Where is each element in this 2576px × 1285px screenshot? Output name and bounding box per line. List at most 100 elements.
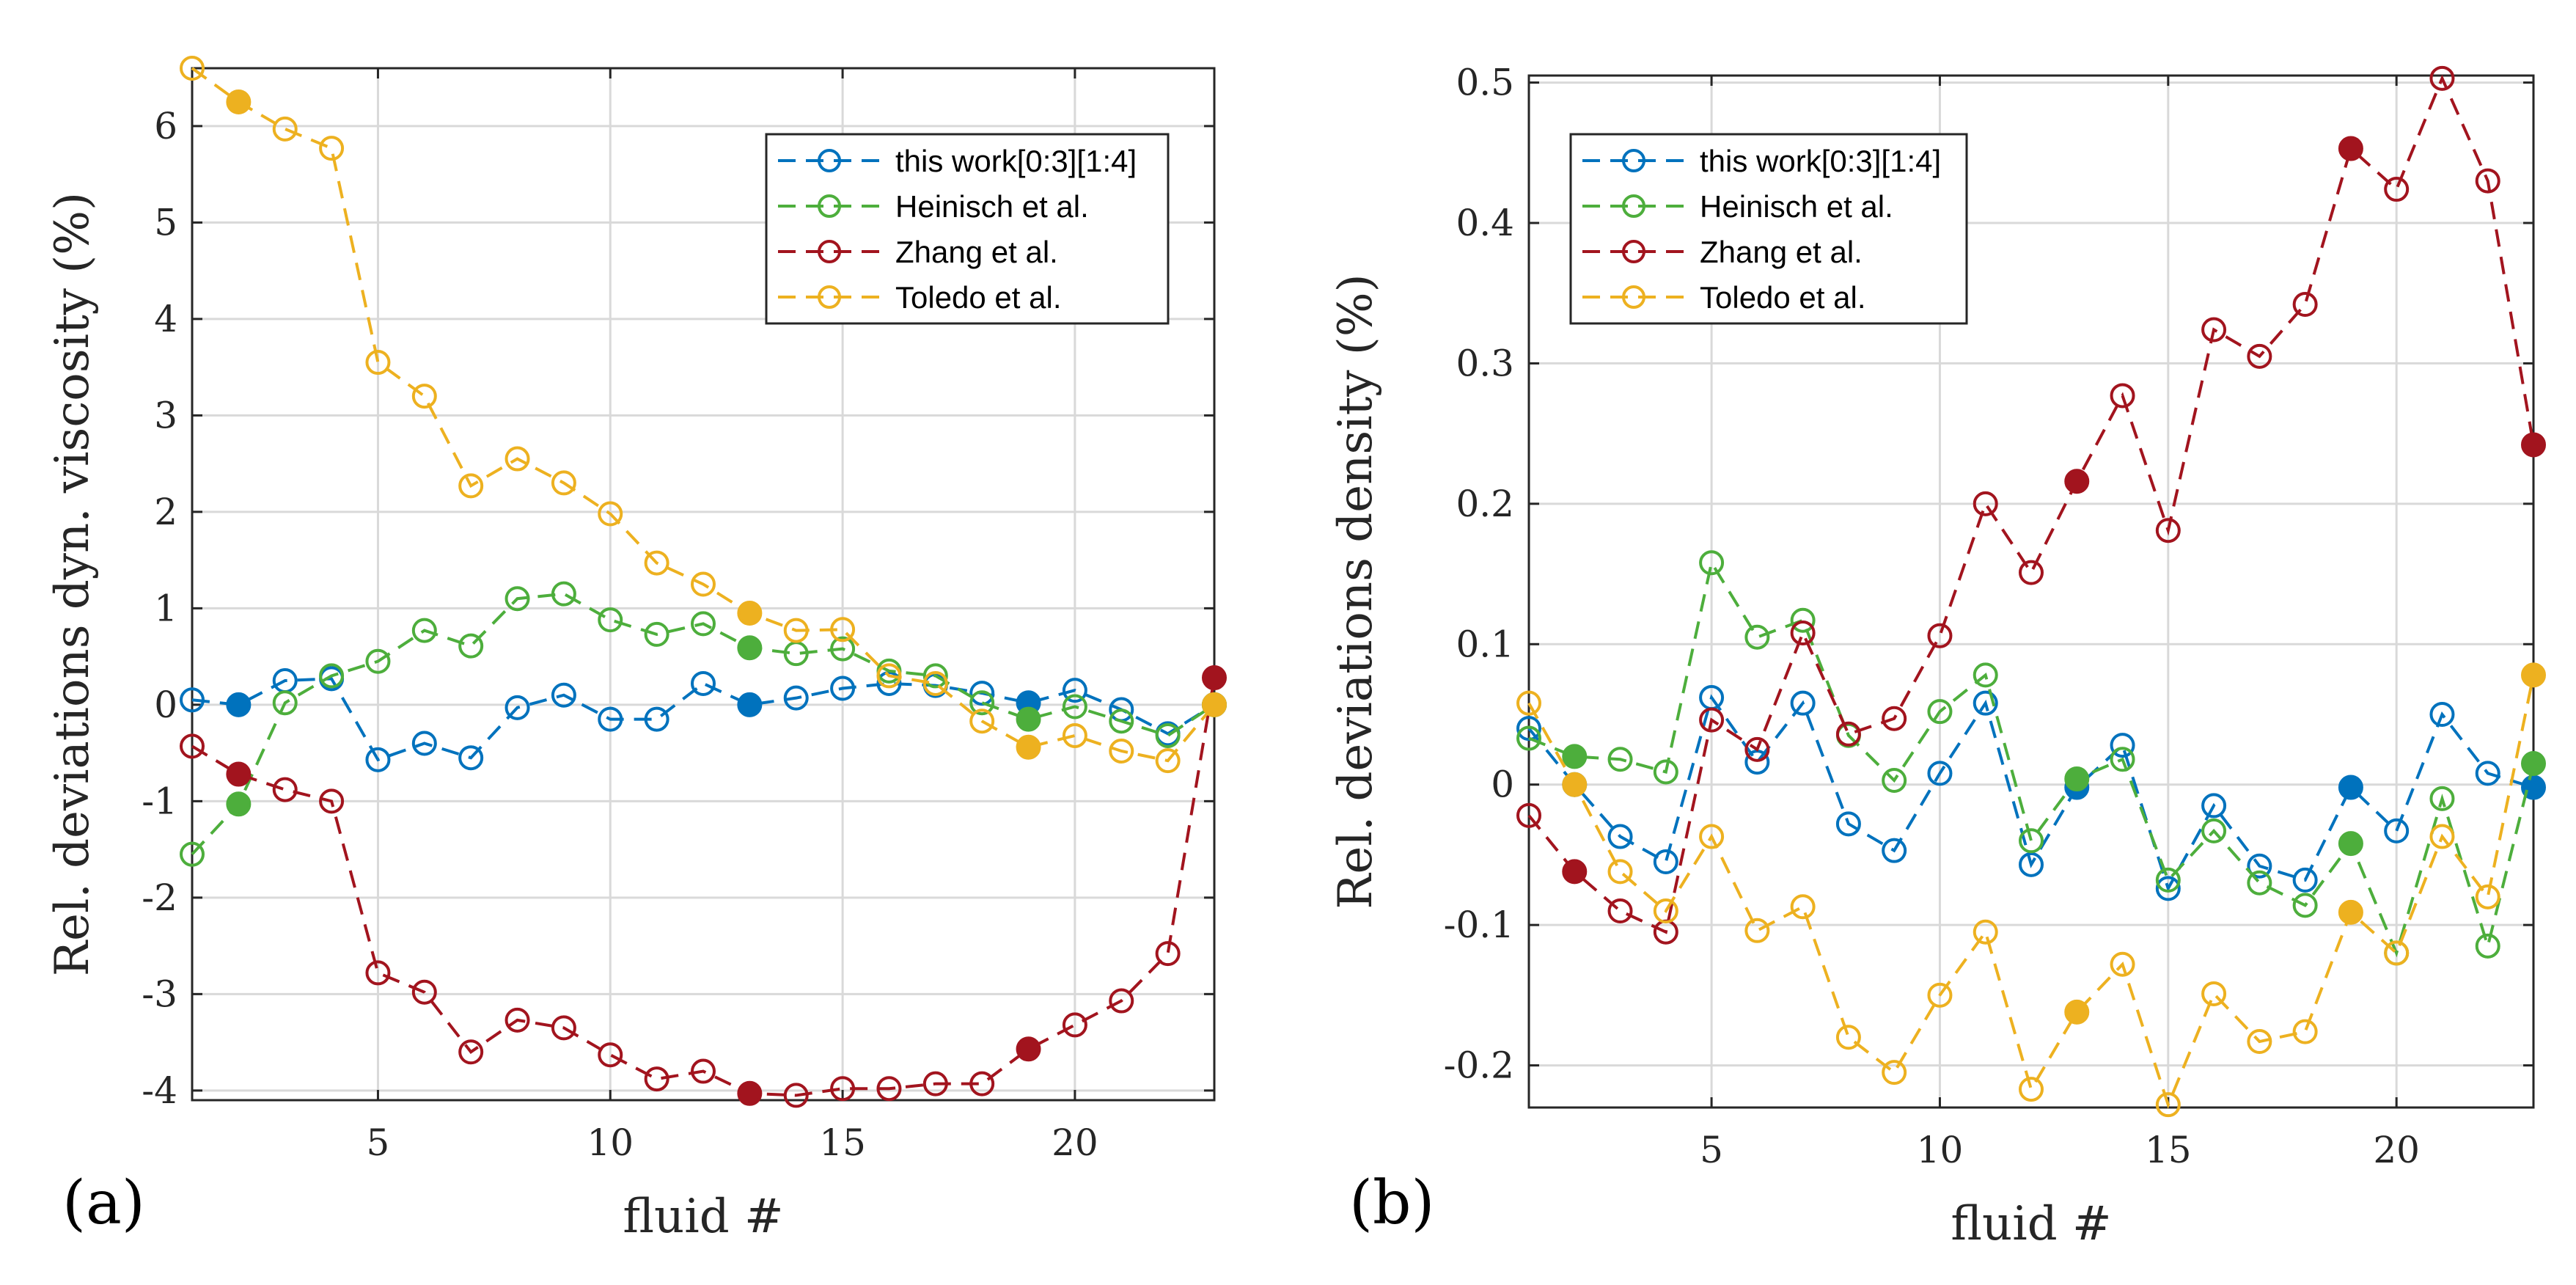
- y-tick-label: -4: [142, 1069, 177, 1112]
- data-point-this_work: [180, 687, 205, 713]
- legend-marker-zhang: [1622, 240, 1645, 263]
- y-tick-label: 1: [154, 587, 177, 629]
- data-point-this_work: [551, 682, 576, 708]
- data-point-this_work: [783, 685, 809, 711]
- y-tick-label: 6: [154, 105, 177, 147]
- legend-entry: this work[0:3][1:4]: [778, 144, 1137, 178]
- x-tick-label: 10: [1917, 1129, 1964, 1171]
- data-point-heinisch: [272, 690, 298, 716]
- data-point-zhang: [458, 1039, 484, 1065]
- data-point-toledo: [458, 473, 484, 499]
- data-point-zhang: [1927, 623, 1953, 648]
- data-point-heinisch: [458, 633, 484, 659]
- data-point-toledo: [551, 470, 576, 496]
- y-tick-label: -0.2: [1444, 1044, 1514, 1087]
- data-point-toledo: [180, 56, 205, 81]
- data-point-toledo: [365, 350, 391, 376]
- data-point-toledo: [830, 617, 856, 642]
- axes-box: [1527, 74, 2535, 1109]
- data-point-toledo: [1202, 692, 1227, 717]
- data-point-zhang: [1790, 620, 1816, 645]
- data-point-zhang: [598, 1042, 623, 1068]
- series-line-toledo: [1527, 674, 2535, 1109]
- legend-label: Zhang et al.: [1700, 235, 1863, 269]
- data-point-toledo: [272, 116, 298, 142]
- legend-label: Heinisch et al.: [895, 189, 1089, 224]
- data-point-heinisch: [504, 586, 530, 612]
- data-point-this_work: [226, 692, 252, 717]
- data-point-zhang: [2064, 469, 2090, 494]
- data-point-this_work: [2019, 852, 2044, 877]
- data-point-heinisch: [598, 607, 623, 633]
- data-point-zhang: [1202, 665, 1227, 691]
- data-point-zhang: [2475, 168, 2500, 194]
- legend: this work[0:3][1:4] Heinisch et al. Zhang …: [765, 133, 1170, 325]
- data-point-zhang: [1607, 898, 1633, 923]
- data-point-this_work: [1699, 685, 1725, 711]
- x-tick-label: 15: [819, 1121, 866, 1164]
- data-point-heinisch: [226, 791, 252, 817]
- chart-panel-a: 5 10 15 20 -4 -3 -2 -1 0 1 2 3 4 5 6 fluid # Rel. deviat…: [45, 56, 1227, 1244]
- data-point-heinisch: [1062, 694, 1087, 720]
- data-point-zhang: [691, 1058, 716, 1084]
- y-tick-label: 2: [154, 491, 177, 533]
- data-point-zhang: [2155, 518, 2181, 543]
- y-tick-label: 3: [154, 394, 177, 436]
- data-point-heinisch: [2110, 747, 2135, 772]
- data-point-heinisch: [737, 635, 763, 661]
- data-point-heinisch: [2292, 893, 2318, 918]
- data-point-this_work: [2521, 775, 2546, 800]
- data-point-zhang: [783, 1083, 809, 1108]
- data-point-zhang: [1699, 707, 1725, 733]
- data-point-this_work: [2110, 733, 2135, 758]
- legend-entry: Heinisch et al.: [778, 189, 1089, 224]
- legend-entry: Zhang et al.: [778, 235, 1058, 269]
- data-point-this_work: [2155, 876, 2181, 901]
- data-point-zhang: [2019, 560, 2044, 585]
- data-point-zhang: [737, 1080, 763, 1106]
- legend-entry: Toledo et al.: [1582, 280, 1866, 315]
- data-point-this_work: [644, 706, 669, 732]
- y-tick-label: 0.2: [1456, 483, 1514, 525]
- series-toledo: [180, 56, 1227, 774]
- data-point-heinisch: [2247, 870, 2272, 896]
- data-point-heinisch: [2338, 831, 2363, 857]
- data-point-zhang: [1109, 988, 1134, 1014]
- legend-label: this work[0:3][1:4]: [1700, 144, 1941, 178]
- data-point-this_work: [365, 747, 391, 772]
- data-point-zhang: [504, 1007, 530, 1033]
- legend-box: [1569, 133, 1968, 325]
- y-tick-label: 0.5: [1456, 62, 1514, 104]
- data-point-this_work: [1882, 838, 1907, 863]
- legend-marker-toledo: [1622, 285, 1645, 309]
- data-point-zhang: [922, 1071, 948, 1097]
- data-point-heinisch: [180, 841, 205, 867]
- data-point-this_work: [272, 667, 298, 693]
- data-point-toledo: [2110, 951, 2135, 977]
- data-point-toledo: [2019, 1077, 2044, 1102]
- data-point-zhang: [876, 1076, 902, 1102]
- data-point-zhang: [2201, 317, 2227, 343]
- legend-box: [765, 133, 1170, 325]
- data-point-zhang: [1516, 802, 1541, 828]
- data-point-toledo: [226, 89, 252, 115]
- data-point-zhang: [226, 761, 252, 787]
- data-point-this_work: [2292, 867, 2318, 893]
- x-tick-label: 10: [587, 1121, 634, 1164]
- legend-marker-this_work: [818, 149, 841, 172]
- legend-marker-zhang: [818, 240, 841, 263]
- legend-marker-heinisch: [1622, 194, 1645, 218]
- data-point-this_work: [1062, 678, 1087, 703]
- data-point-zhang: [1653, 919, 1678, 945]
- data-point-zhang: [2338, 136, 2363, 161]
- data-point-this_work: [2429, 702, 2455, 727]
- data-point-zhang: [969, 1071, 995, 1097]
- data-point-heinisch: [2064, 766, 2090, 792]
- data-point-toledo: [1562, 772, 1588, 797]
- data-point-zhang: [1835, 721, 1861, 747]
- data-point-toledo: [2475, 884, 2500, 909]
- data-point-toledo: [2384, 940, 2410, 966]
- series-line-zhang: [1527, 74, 2535, 934]
- data-point-toledo: [2521, 662, 2546, 688]
